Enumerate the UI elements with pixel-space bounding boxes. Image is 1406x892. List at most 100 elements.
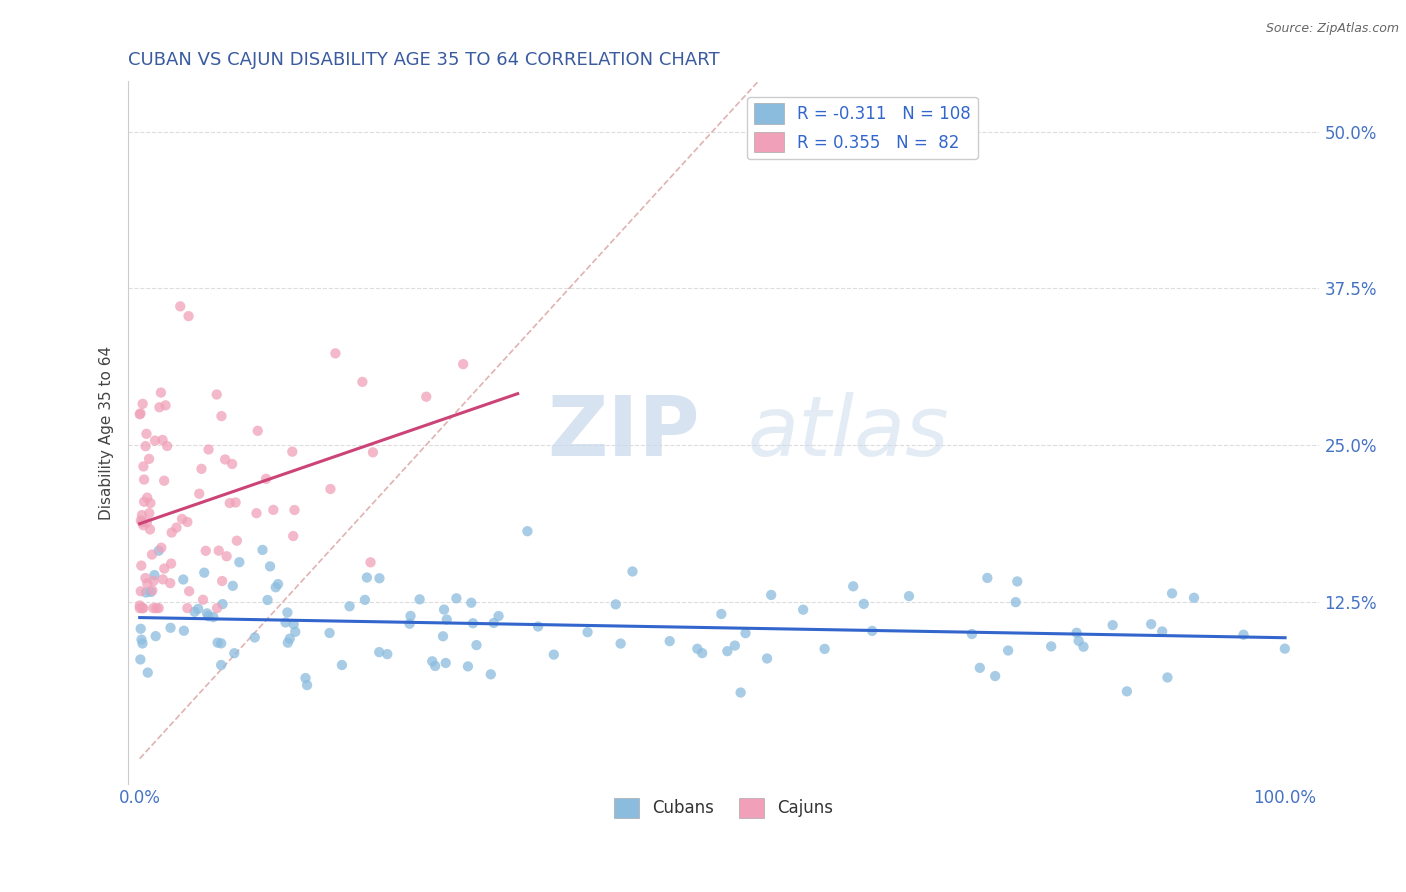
Point	[482, 615, 505, 630]
Point	[756, 651, 779, 665]
Point	[129, 584, 152, 599]
Point	[295, 678, 318, 692]
Point	[1274, 641, 1296, 656]
Point	[1116, 684, 1139, 698]
Point	[325, 346, 347, 360]
Text: atlas: atlas	[748, 392, 949, 473]
Point	[621, 565, 644, 579]
Point	[209, 636, 232, 650]
Point	[159, 576, 181, 591]
Point	[686, 641, 709, 656]
Point	[283, 503, 305, 517]
Point	[527, 619, 550, 633]
Point	[155, 398, 177, 412]
Point	[188, 486, 211, 500]
Point	[197, 442, 219, 457]
Point	[969, 661, 991, 675]
Point	[205, 387, 228, 401]
Point	[1004, 595, 1026, 609]
Point	[352, 375, 374, 389]
Point	[318, 626, 340, 640]
Point	[152, 573, 174, 587]
Point	[1161, 586, 1184, 600]
Point	[516, 524, 538, 539]
Point	[283, 529, 305, 543]
Point	[356, 570, 378, 584]
Point	[159, 621, 181, 635]
Point	[264, 580, 287, 594]
Point	[716, 644, 738, 658]
Point	[420, 654, 443, 668]
Point	[132, 601, 155, 615]
Point	[153, 561, 176, 575]
Point	[149, 385, 172, 400]
Point	[221, 457, 243, 471]
Point	[984, 669, 1007, 683]
Point	[1152, 624, 1174, 639]
Point	[152, 433, 174, 447]
Point	[1232, 628, 1254, 642]
Point	[131, 515, 153, 529]
Point	[135, 426, 157, 441]
Point	[160, 525, 183, 540]
Point	[451, 357, 474, 371]
Point	[211, 574, 233, 588]
Point	[143, 568, 166, 582]
Point	[256, 593, 278, 607]
Point	[128, 599, 150, 613]
Point	[368, 571, 391, 585]
Point	[488, 609, 510, 624]
Point	[398, 616, 420, 631]
Point	[166, 520, 188, 534]
Point	[132, 494, 155, 508]
Point	[479, 667, 502, 681]
Point	[225, 533, 247, 548]
Point	[205, 601, 228, 615]
Point	[207, 635, 229, 649]
Point	[173, 624, 195, 638]
Point	[658, 634, 681, 648]
Point	[142, 574, 165, 588]
Point	[605, 598, 627, 612]
Point	[134, 571, 156, 585]
Point	[860, 624, 883, 638]
Point	[153, 474, 176, 488]
Point	[814, 641, 837, 656]
Point	[224, 646, 246, 660]
Point	[225, 495, 247, 509]
Point	[129, 513, 152, 527]
Point	[319, 482, 342, 496]
Point	[399, 609, 422, 624]
Point	[576, 625, 599, 640]
Point	[177, 309, 200, 323]
Point	[170, 512, 193, 526]
Point	[132, 459, 155, 474]
Point	[259, 559, 281, 574]
Point	[997, 643, 1019, 657]
Point	[368, 645, 391, 659]
Point	[1073, 640, 1095, 654]
Point	[135, 439, 157, 453]
Point	[1067, 633, 1090, 648]
Point	[141, 583, 163, 598]
Point	[148, 601, 170, 615]
Point	[423, 659, 446, 673]
Point	[281, 444, 304, 458]
Point	[136, 576, 159, 591]
Point	[976, 571, 998, 585]
Point	[284, 624, 307, 639]
Point	[408, 592, 430, 607]
Point	[1066, 625, 1088, 640]
Point	[211, 597, 233, 611]
Point	[734, 626, 756, 640]
Point	[1140, 617, 1163, 632]
Point	[141, 548, 163, 562]
Point	[277, 636, 299, 650]
Point	[176, 515, 198, 529]
Point	[543, 648, 565, 662]
Point	[330, 658, 353, 673]
Text: CUBAN VS CAJUN DISABILITY AGE 35 TO 64 CORRELATION CHART: CUBAN VS CAJUN DISABILITY AGE 35 TO 64 C…	[128, 51, 720, 69]
Point	[208, 543, 231, 558]
Point	[131, 558, 153, 573]
Point	[690, 646, 713, 660]
